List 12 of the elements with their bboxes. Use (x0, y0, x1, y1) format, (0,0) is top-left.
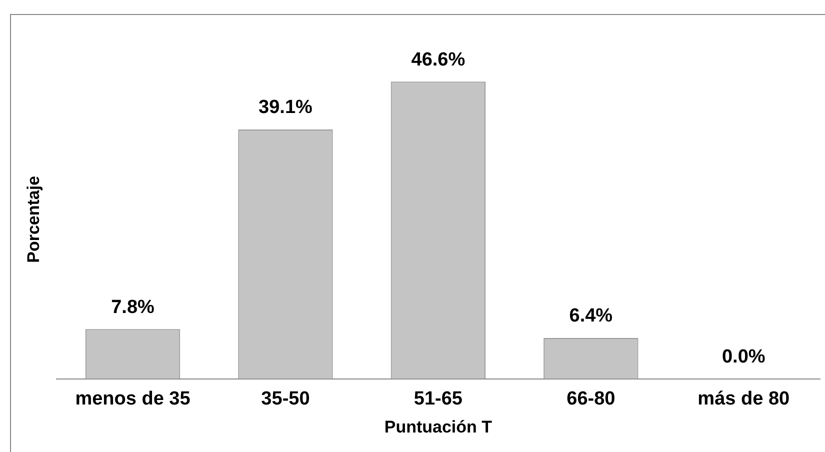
x-axis-title: Puntuación T (384, 417, 493, 436)
x-tick-label: 51-65 (414, 388, 463, 410)
data-label: 39.1% (258, 97, 313, 118)
data-label: 0.0% (722, 346, 766, 368)
y-axis-title: Porcentaje (24, 176, 43, 263)
x-tick-label: más de 80 (698, 388, 790, 410)
x-tick-label: 66-80 (566, 388, 616, 410)
data-label: 6.4% (569, 306, 613, 327)
data-label: 7.8% (111, 296, 155, 318)
data-label: 46.6% (411, 49, 466, 70)
x-tick-label: 35-50 (261, 388, 310, 410)
x-tick-label: menos de 35 (75, 388, 191, 410)
